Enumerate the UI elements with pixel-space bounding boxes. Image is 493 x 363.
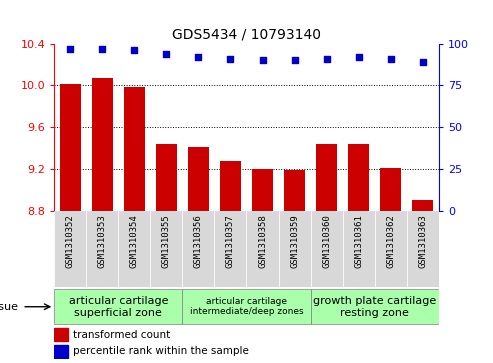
- Text: growth plate cartilage
resting zone: growth plate cartilage resting zone: [313, 296, 436, 318]
- Bar: [246, 211, 279, 287]
- Bar: [92, 78, 113, 211]
- Point: [387, 56, 394, 61]
- Text: GSM1310354: GSM1310354: [130, 214, 139, 268]
- Bar: [252, 169, 273, 211]
- Point: [162, 51, 170, 57]
- Point: [290, 57, 298, 63]
- Bar: [375, 211, 407, 287]
- Text: GSM1310355: GSM1310355: [162, 214, 171, 268]
- Point: [354, 54, 362, 60]
- Bar: [380, 168, 401, 211]
- Bar: [54, 289, 182, 324]
- Bar: [124, 87, 145, 211]
- Bar: [284, 170, 305, 211]
- Text: GSM1310353: GSM1310353: [98, 214, 107, 268]
- Text: transformed count: transformed count: [73, 330, 171, 340]
- Point: [226, 56, 234, 61]
- Text: GSM1310358: GSM1310358: [258, 214, 267, 268]
- Text: GSM1310352: GSM1310352: [66, 214, 75, 268]
- Bar: [86, 211, 118, 287]
- Bar: [60, 84, 81, 211]
- Bar: [412, 200, 433, 211]
- Text: percentile rank within the sample: percentile rank within the sample: [73, 346, 249, 356]
- Bar: [54, 211, 86, 287]
- Text: GSM1310357: GSM1310357: [226, 214, 235, 268]
- Point: [419, 59, 426, 65]
- Text: articular cartilage
superficial zone: articular cartilage superficial zone: [69, 296, 168, 318]
- Bar: [182, 289, 311, 324]
- Point: [322, 56, 330, 61]
- Bar: [182, 211, 214, 287]
- Point: [194, 54, 202, 60]
- Point: [130, 47, 138, 53]
- Bar: [311, 289, 439, 324]
- Point: [258, 57, 266, 63]
- Bar: [311, 211, 343, 287]
- Bar: [279, 211, 311, 287]
- Bar: [343, 211, 375, 287]
- Bar: [348, 144, 369, 211]
- Text: GSM1310359: GSM1310359: [290, 214, 299, 268]
- Point: [66, 46, 74, 52]
- Text: tissue: tissue: [0, 302, 19, 312]
- Bar: [214, 211, 246, 287]
- Bar: [316, 144, 337, 211]
- Text: GSM1310361: GSM1310361: [354, 214, 363, 268]
- Title: GDS5434 / 10793140: GDS5434 / 10793140: [172, 27, 321, 41]
- Text: GSM1310360: GSM1310360: [322, 214, 331, 268]
- Bar: [54, 328, 68, 341]
- Text: articular cartilage
intermediate/deep zones: articular cartilage intermediate/deep zo…: [190, 297, 303, 317]
- Bar: [156, 144, 177, 211]
- Point: [98, 46, 106, 52]
- Bar: [407, 211, 439, 287]
- Bar: [220, 162, 241, 211]
- Text: GSM1310363: GSM1310363: [418, 214, 427, 268]
- Text: GSM1310362: GSM1310362: [386, 214, 395, 268]
- Bar: [150, 211, 182, 287]
- Text: GSM1310356: GSM1310356: [194, 214, 203, 268]
- Bar: [118, 211, 150, 287]
- Bar: [188, 147, 209, 211]
- Bar: [54, 345, 68, 358]
